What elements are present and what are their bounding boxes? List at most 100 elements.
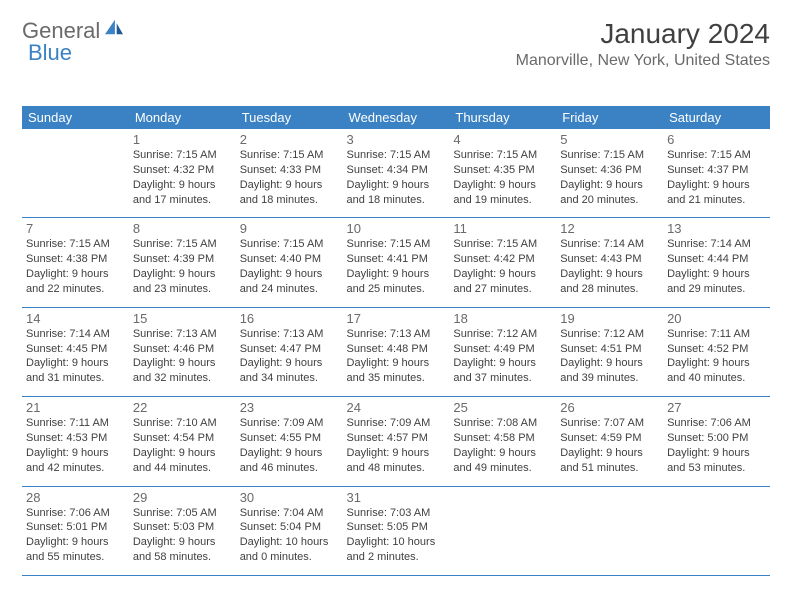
sunset-text: Sunset: 4:49 PM xyxy=(453,342,552,357)
d2-text: and 29 minutes. xyxy=(667,282,766,297)
sunset-text: Sunset: 4:32 PM xyxy=(133,163,232,178)
d1-text: Daylight: 9 hours xyxy=(347,356,446,371)
sunset-text: Sunset: 4:46 PM xyxy=(133,342,232,357)
calendar-cell: 13Sunrise: 7:14 AMSunset: 4:44 PMDayligh… xyxy=(663,218,770,307)
sunrise-text: Sunrise: 7:15 AM xyxy=(667,148,766,163)
d2-text: and 53 minutes. xyxy=(667,461,766,476)
sunset-text: Sunset: 4:37 PM xyxy=(667,163,766,178)
d1-text: Daylight: 9 hours xyxy=(347,178,446,193)
calendar-cell: 30Sunrise: 7:04 AMSunset: 5:04 PMDayligh… xyxy=(236,486,343,575)
day-number: 13 xyxy=(667,221,766,236)
d2-text: and 55 minutes. xyxy=(26,550,125,565)
day-number: 8 xyxy=(133,221,232,236)
d2-text: and 42 minutes. xyxy=(26,461,125,476)
sunset-text: Sunset: 4:36 PM xyxy=(560,163,659,178)
day-number: 27 xyxy=(667,400,766,415)
calendar-cell: 16Sunrise: 7:13 AMSunset: 4:47 PMDayligh… xyxy=(236,307,343,396)
calendar-cell: 15Sunrise: 7:13 AMSunset: 4:46 PMDayligh… xyxy=(129,307,236,396)
day-number: 24 xyxy=(347,400,446,415)
d2-text: and 39 minutes. xyxy=(560,371,659,386)
d1-text: Daylight: 9 hours xyxy=(240,267,339,282)
d1-text: Daylight: 9 hours xyxy=(26,446,125,461)
d1-text: Daylight: 9 hours xyxy=(133,446,232,461)
day-number: 18 xyxy=(453,311,552,326)
d1-text: Daylight: 9 hours xyxy=(560,178,659,193)
title-block: January 2024 Manorville, New York, Unite… xyxy=(516,18,770,70)
calendar-cell xyxy=(449,486,556,575)
d2-text: and 35 minutes. xyxy=(347,371,446,386)
sunrise-text: Sunrise: 7:13 AM xyxy=(133,327,232,342)
sunset-text: Sunset: 4:41 PM xyxy=(347,252,446,267)
calendar-cell: 10Sunrise: 7:15 AMSunset: 4:41 PMDayligh… xyxy=(343,218,450,307)
d1-text: Daylight: 9 hours xyxy=(453,356,552,371)
d2-text: and 44 minutes. xyxy=(133,461,232,476)
d2-text: and 18 minutes. xyxy=(240,193,339,208)
sunrise-text: Sunrise: 7:04 AM xyxy=(240,506,339,521)
sunrise-text: Sunrise: 7:08 AM xyxy=(453,416,552,431)
sunrise-text: Sunrise: 7:06 AM xyxy=(26,506,125,521)
d1-text: Daylight: 9 hours xyxy=(453,446,552,461)
d1-text: Daylight: 9 hours xyxy=(560,446,659,461)
sunrise-text: Sunrise: 7:03 AM xyxy=(347,506,446,521)
location-subtitle: Manorville, New York, United States xyxy=(516,52,770,70)
calendar-table: Sunday Monday Tuesday Wednesday Thursday… xyxy=(22,106,770,576)
sunset-text: Sunset: 5:04 PM xyxy=(240,520,339,535)
calendar-week-row: 7Sunrise: 7:15 AMSunset: 4:38 PMDaylight… xyxy=(22,218,770,307)
sunset-text: Sunset: 4:43 PM xyxy=(560,252,659,267)
d1-text: Daylight: 9 hours xyxy=(667,267,766,282)
sunset-text: Sunset: 4:33 PM xyxy=(240,163,339,178)
d2-text: and 32 minutes. xyxy=(133,371,232,386)
sunset-text: Sunset: 4:51 PM xyxy=(560,342,659,357)
d1-text: Daylight: 9 hours xyxy=(560,356,659,371)
day-number: 30 xyxy=(240,490,339,505)
calendar-cell: 26Sunrise: 7:07 AMSunset: 4:59 PMDayligh… xyxy=(556,397,663,486)
day-number: 12 xyxy=(560,221,659,236)
sunset-text: Sunset: 4:40 PM xyxy=(240,252,339,267)
day-number: 20 xyxy=(667,311,766,326)
page-header: General January 2024 Manorville, New Yor… xyxy=(22,18,770,70)
d1-text: Daylight: 9 hours xyxy=(667,356,766,371)
day-number: 1 xyxy=(133,132,232,147)
day-number: 10 xyxy=(347,221,446,236)
d2-text: and 2 minutes. xyxy=(347,550,446,565)
day-number: 19 xyxy=(560,311,659,326)
d1-text: Daylight: 9 hours xyxy=(133,535,232,550)
sunrise-text: Sunrise: 7:11 AM xyxy=(26,416,125,431)
sunrise-text: Sunrise: 7:12 AM xyxy=(453,327,552,342)
sunset-text: Sunset: 5:03 PM xyxy=(133,520,232,535)
sunset-text: Sunset: 5:05 PM xyxy=(347,520,446,535)
d1-text: Daylight: 9 hours xyxy=(240,356,339,371)
logo-second-line: Blue xyxy=(28,40,72,66)
weekday-header: Monday xyxy=(129,106,236,129)
d1-text: Daylight: 9 hours xyxy=(453,178,552,193)
day-number: 2 xyxy=(240,132,339,147)
weekday-header: Saturday xyxy=(663,106,770,129)
day-number: 14 xyxy=(26,311,125,326)
day-number: 26 xyxy=(560,400,659,415)
calendar-cell: 27Sunrise: 7:06 AMSunset: 5:00 PMDayligh… xyxy=(663,397,770,486)
d2-text: and 40 minutes. xyxy=(667,371,766,386)
sunset-text: Sunset: 4:58 PM xyxy=(453,431,552,446)
calendar-cell: 25Sunrise: 7:08 AMSunset: 4:58 PMDayligh… xyxy=(449,397,556,486)
day-number: 23 xyxy=(240,400,339,415)
sunrise-text: Sunrise: 7:15 AM xyxy=(240,148,339,163)
calendar-cell: 1Sunrise: 7:15 AMSunset: 4:32 PMDaylight… xyxy=(129,129,236,218)
d2-text: and 22 minutes. xyxy=(26,282,125,297)
calendar-cell: 22Sunrise: 7:10 AMSunset: 4:54 PMDayligh… xyxy=(129,397,236,486)
day-number: 21 xyxy=(26,400,125,415)
weekday-header: Tuesday xyxy=(236,106,343,129)
sunrise-text: Sunrise: 7:15 AM xyxy=(560,148,659,163)
sunset-text: Sunset: 4:57 PM xyxy=(347,431,446,446)
day-number: 22 xyxy=(133,400,232,415)
d1-text: Daylight: 9 hours xyxy=(133,267,232,282)
calendar-cell: 21Sunrise: 7:11 AMSunset: 4:53 PMDayligh… xyxy=(22,397,129,486)
calendar-cell: 7Sunrise: 7:15 AMSunset: 4:38 PMDaylight… xyxy=(22,218,129,307)
day-number: 3 xyxy=(347,132,446,147)
d2-text: and 31 minutes. xyxy=(26,371,125,386)
calendar-cell: 20Sunrise: 7:11 AMSunset: 4:52 PMDayligh… xyxy=(663,307,770,396)
calendar-cell: 17Sunrise: 7:13 AMSunset: 4:48 PMDayligh… xyxy=(343,307,450,396)
calendar-cell: 23Sunrise: 7:09 AMSunset: 4:55 PMDayligh… xyxy=(236,397,343,486)
sunset-text: Sunset: 4:44 PM xyxy=(667,252,766,267)
day-number: 17 xyxy=(347,311,446,326)
sunset-text: Sunset: 4:38 PM xyxy=(26,252,125,267)
